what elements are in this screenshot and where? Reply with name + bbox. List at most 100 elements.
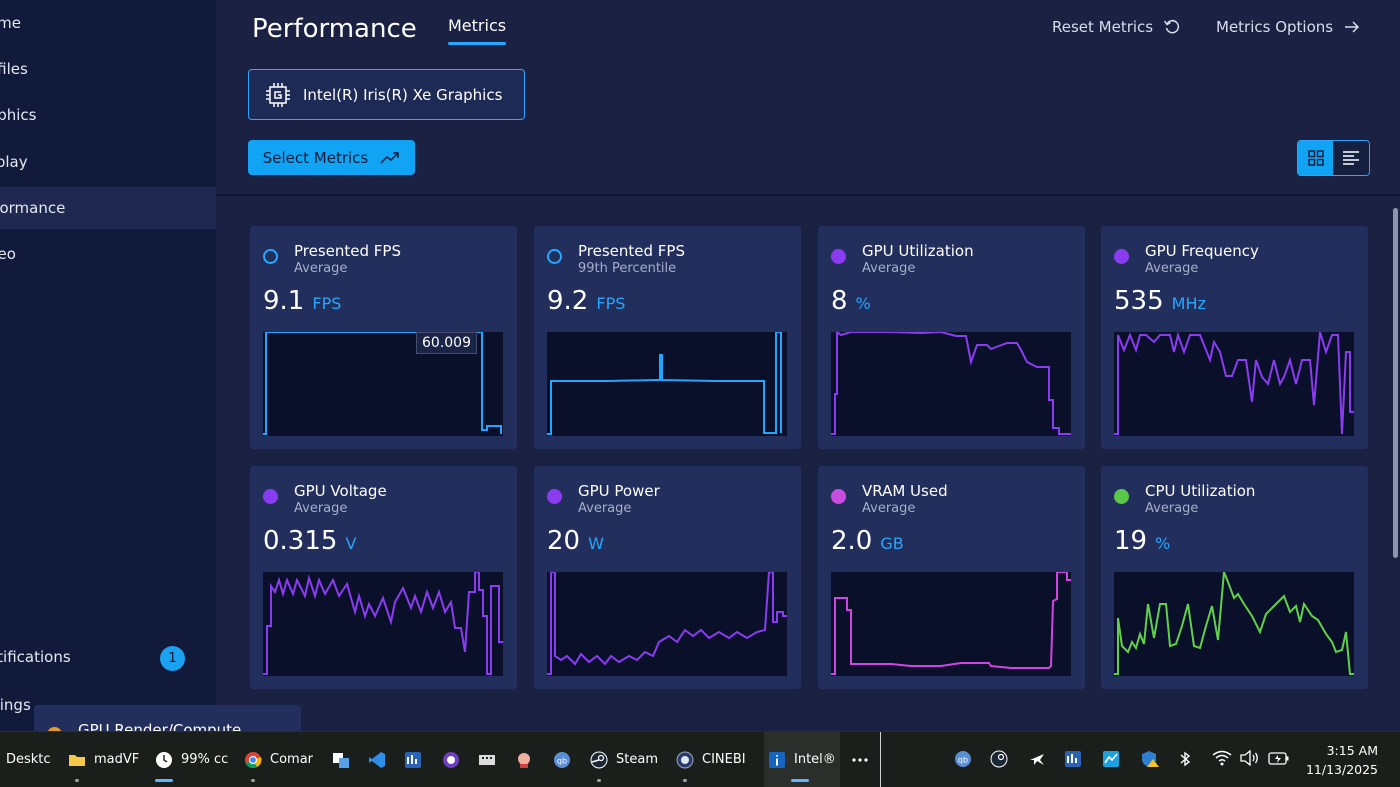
qbittorrent-tray-icon[interactable]: qb bbox=[954, 750, 972, 768]
svg-text:qb: qb bbox=[958, 756, 968, 765]
metric-card-gpu-power[interactable]: GPU Power Average 20 W bbox=[534, 466, 801, 689]
metric-value-row: 2.0 GB bbox=[831, 526, 904, 556]
metric-subtitle: Average bbox=[862, 261, 916, 276]
metric-value-row: 9.2 FPS bbox=[547, 286, 625, 316]
qbittorrent-icon: qb bbox=[554, 751, 570, 768]
arrow-right-icon bbox=[1345, 21, 1360, 33]
taskbar-app-icon[interactable]: qb bbox=[553, 732, 571, 787]
sidebar-item-settings[interactable]: ttings bbox=[0, 684, 216, 726]
metric-card-cpu-utilization[interactable]: CPU Utilization Average 19% bbox=[1101, 466, 1368, 689]
select-metrics-button[interactable]: Select Metrics bbox=[248, 140, 415, 175]
bluetooth-icon[interactable] bbox=[1178, 750, 1192, 768]
gpu-selector-chip[interactable]: Intel(R) Iris(R) Xe Graphics bbox=[248, 69, 525, 120]
metric-card-presented-fps-p99[interactable]: Presented FPS 99th Percentile 9.2 FPS bbox=[534, 226, 801, 449]
taskbar-item-desktop[interactable]: Desktc bbox=[6, 732, 51, 787]
airplane-icon[interactable] bbox=[1028, 750, 1046, 768]
metric-dot bbox=[547, 489, 562, 504]
svg-text:qb: qb bbox=[557, 756, 567, 765]
taskbar-app-icon[interactable] bbox=[404, 732, 422, 787]
sparkline-line bbox=[547, 572, 787, 675]
taskbar-app-icon[interactable] bbox=[368, 732, 386, 787]
clock-date: 11/13/2025 bbox=[1305, 762, 1378, 777]
list-view-icon bbox=[1343, 151, 1359, 165]
metric-dot bbox=[1114, 249, 1129, 264]
running-indicator bbox=[75, 779, 79, 782]
sidebar-item-graphics[interactable]: aphics bbox=[0, 94, 216, 136]
github-icon bbox=[443, 751, 459, 768]
cinebench-icon bbox=[676, 751, 694, 768]
vscode-icon bbox=[369, 751, 385, 768]
sidebar-item-label: rformance bbox=[0, 199, 66, 217]
metric-sparkline bbox=[831, 572, 1071, 676]
metric-sparkline bbox=[1114, 332, 1354, 436]
metric-sparkline bbox=[263, 572, 503, 676]
sidebar-item-home[interactable]: ome bbox=[0, 2, 216, 44]
sidebar-item-profiles[interactable]: ofiles bbox=[0, 48, 216, 90]
metric-card-vram-used[interactable]: VRAM Used Average 2.0 GB bbox=[818, 466, 1085, 689]
sparkline-line bbox=[263, 572, 503, 675]
metric-value-row: 535 MHz bbox=[1114, 286, 1206, 316]
metric-unit: W bbox=[588, 534, 604, 553]
steam-icon bbox=[590, 751, 608, 768]
system-clock[interactable]: 3:15 AM 11/13/2025 bbox=[1306, 741, 1378, 779]
wifi-icon[interactable] bbox=[1212, 750, 1232, 766]
metric-value: 19 bbox=[1114, 526, 1148, 556]
metric-title: CPU Utilization bbox=[1145, 482, 1256, 500]
monitor-tray-icon[interactable] bbox=[1064, 750, 1082, 768]
taskbar-app-icon[interactable] bbox=[442, 732, 460, 787]
metric-dot bbox=[831, 489, 846, 504]
running-indicator bbox=[251, 779, 255, 782]
grid-view-button[interactable] bbox=[1298, 141, 1333, 175]
metric-unit: FPS bbox=[596, 294, 626, 313]
metric-title: GPU Voltage bbox=[294, 482, 387, 500]
metric-card-presented-fps-avg[interactable]: Presented FPS Average 9.1 FPS 60.009 bbox=[250, 226, 517, 449]
metric-card-gpu-voltage[interactable]: GPU Voltage Average 0.315 V bbox=[250, 466, 517, 689]
graph-tray-icon[interactable] bbox=[1102, 750, 1120, 768]
scrollbar[interactable] bbox=[1393, 208, 1398, 558]
header: Performance Metrics Reset Metrics Metric… bbox=[216, 0, 1400, 196]
sidebar-item-performance[interactable]: rformance bbox=[0, 187, 216, 229]
taskbar-item-chrome[interactable]: Comar bbox=[244, 732, 313, 787]
taskbar-item-intel[interactable]: Intel® bbox=[764, 732, 840, 787]
taskbar-app-icon[interactable] bbox=[515, 732, 533, 787]
battery-icon[interactable] bbox=[1268, 750, 1290, 766]
sparkline-line bbox=[263, 332, 502, 435]
metric-subtitle: Average bbox=[294, 501, 348, 516]
list-view-button[interactable] bbox=[1333, 141, 1369, 175]
sparkline-line bbox=[1114, 572, 1354, 675]
select-metrics-label: Select Metrics bbox=[262, 148, 369, 167]
metric-card-gpu-utilization[interactable]: GPU Utilization Average 8% bbox=[818, 226, 1085, 449]
metric-subtitle: Average bbox=[1145, 501, 1199, 516]
metric-sparkline bbox=[547, 572, 787, 676]
page-title: Performance bbox=[252, 14, 417, 44]
main-panel: Performance Metrics Reset Metrics Metric… bbox=[216, 0, 1400, 731]
tab-metrics[interactable]: Metrics bbox=[448, 16, 507, 35]
taskbar-label: Comar bbox=[270, 752, 314, 767]
clock-icon bbox=[156, 751, 172, 768]
metrics-options-button[interactable]: Metrics Options bbox=[1216, 18, 1361, 36]
taskbar-app-icon[interactable] bbox=[332, 732, 350, 787]
taskbar-item-steam[interactable]: Steam bbox=[590, 732, 658, 787]
more-icon bbox=[852, 757, 868, 762]
volume-icon[interactable] bbox=[1240, 750, 1260, 766]
taskbar-label: 99% cc bbox=[181, 752, 229, 767]
taskbar-overflow-button[interactable] bbox=[852, 732, 868, 787]
sidebar-item-video[interactable]: deo bbox=[0, 233, 216, 275]
taskbar: Desktc madVF 99% cc Comar qb Steam CINEB… bbox=[0, 731, 1400, 787]
metric-value-row: 20 W bbox=[547, 526, 604, 556]
sparkline-line bbox=[1114, 332, 1354, 435]
metric-card-gpu-frequency[interactable]: GPU Frequency Average 535 MHz bbox=[1101, 226, 1368, 449]
taskbar-item-progress[interactable]: 99% cc bbox=[155, 732, 228, 787]
taskbar-app-icon[interactable] bbox=[478, 732, 496, 787]
metric-value: 20 bbox=[547, 526, 581, 556]
reset-metrics-button[interactable]: Reset Metrics bbox=[1052, 18, 1181, 36]
taskbar-item-cinebench[interactable]: CINEBI bbox=[676, 732, 746, 787]
steam-tray-icon[interactable] bbox=[990, 750, 1008, 768]
metric-value: 9.2 bbox=[547, 286, 589, 316]
security-warning-icon[interactable] bbox=[1140, 750, 1160, 768]
taskbar-item-madvr[interactable]: madVF bbox=[68, 732, 139, 787]
